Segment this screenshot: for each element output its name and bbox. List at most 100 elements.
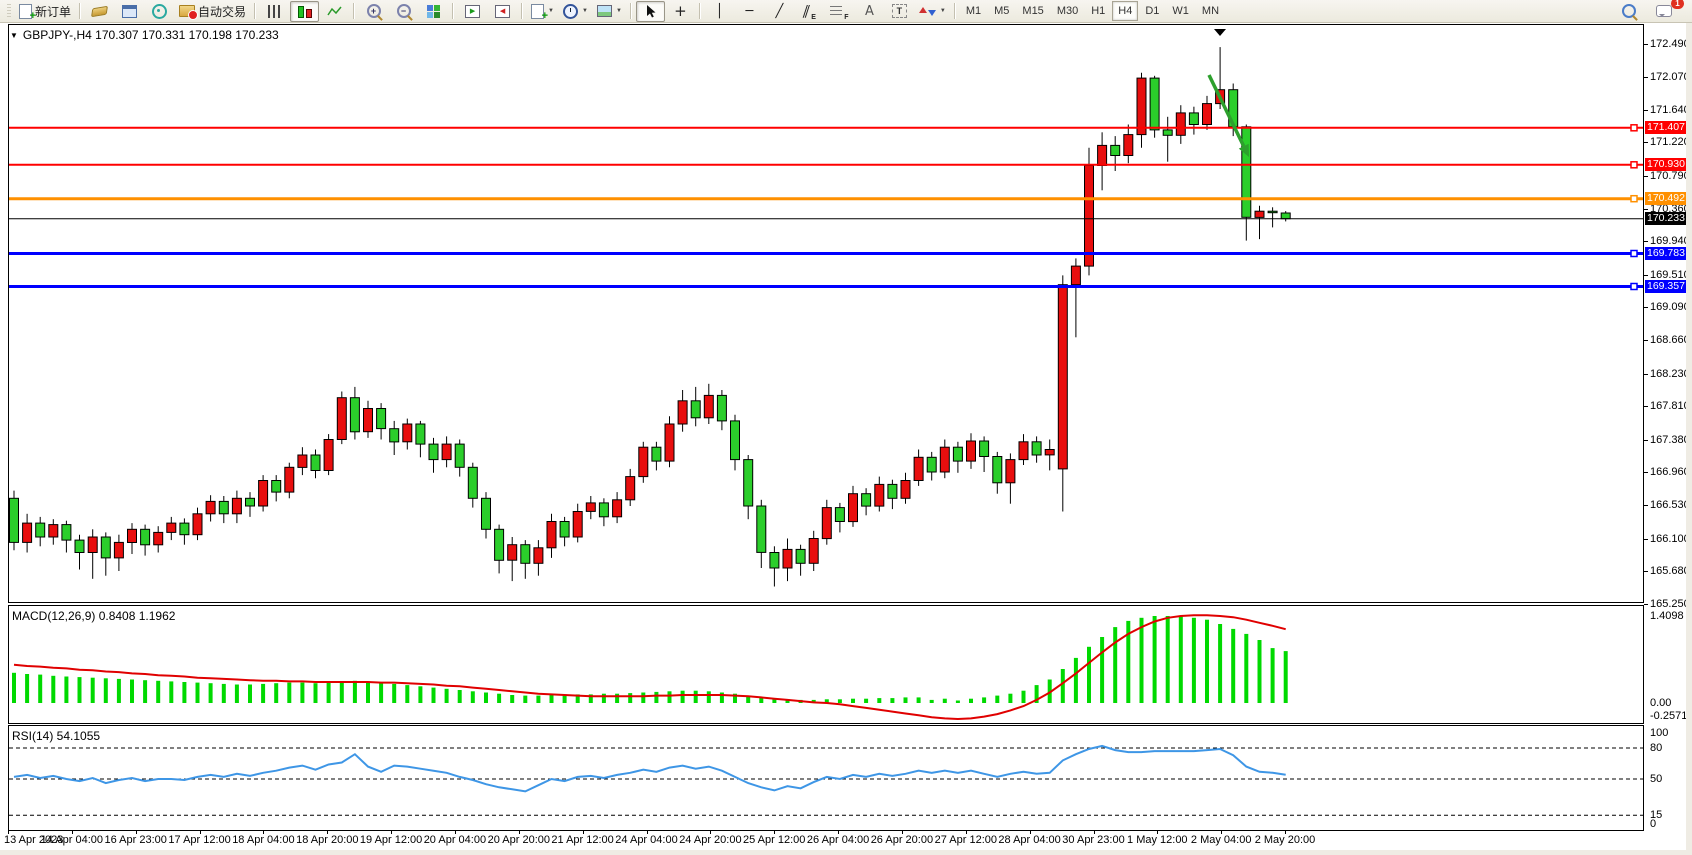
- line-chart-icon: [327, 6, 342, 16]
- candle-body: [952, 446, 963, 462]
- macd-bar: [392, 683, 397, 703]
- macd-bar: [156, 680, 161, 703]
- chat-button[interactable]: 1: [1649, 0, 1684, 22]
- macd-bar: [182, 682, 187, 703]
- rsi-scale-label: 100: [1650, 727, 1669, 739]
- cursor-tool-button[interactable]: [635, 0, 665, 22]
- horizontal-line-tool[interactable]: ─: [735, 1, 764, 22]
- candle-body: [1188, 112, 1199, 126]
- candle-body: [74, 539, 85, 553]
- auto-scroll-icon: ▶: [465, 4, 481, 18]
- signals-button[interactable]: [145, 1, 174, 22]
- candle-body: [1057, 284, 1068, 470]
- line-handle[interactable]: [1630, 249, 1638, 258]
- macd-bar: [1100, 637, 1105, 703]
- macd-bar: [1034, 685, 1039, 703]
- channel-tool[interactable]: ∥ E: [795, 1, 824, 22]
- macd-bar: [287, 682, 292, 703]
- one-click-toggle-icon[interactable]: ▼: [10, 30, 18, 40]
- macd-bar: [890, 698, 895, 703]
- candle-body: [376, 408, 387, 430]
- trendline-tool[interactable]: ╱: [765, 1, 794, 22]
- macd-canvas[interactable]: [9, 606, 1643, 723]
- indicators-icon: +: [531, 3, 548, 21]
- date-tick-label: 26 Apr 04:00: [806, 834, 870, 846]
- time-tick: [327, 830, 329, 834]
- candle-body: [1018, 441, 1029, 461]
- date-tick-label: 30 Apr 23:00: [1062, 834, 1125, 846]
- search-button[interactable]: [1614, 1, 1643, 22]
- candle-body: [874, 483, 885, 507]
- text-label-tool[interactable]: T: [885, 1, 914, 22]
- zoom-out-button[interactable]: −: [389, 1, 418, 22]
- text-label-icon: T: [891, 4, 907, 18]
- line-handle[interactable]: [1630, 124, 1638, 132]
- vertical-line-tool[interactable]: │: [705, 1, 734, 22]
- candle-body: [415, 423, 426, 445]
- chevron-down-icon: ▼: [939, 8, 946, 14]
- indicators-button[interactable]: + ▼: [527, 1, 558, 22]
- chart-shift-marker[interactable]: [1214, 29, 1226, 36]
- macd-bar: [1073, 657, 1078, 703]
- auto-scroll-button[interactable]: ▶: [458, 1, 487, 22]
- chevron-down-icon: ▼: [581, 8, 588, 14]
- crayon-icon: [91, 5, 108, 17]
- macd-bar: [103, 678, 108, 703]
- candle-body: [795, 548, 806, 564]
- editor-button[interactable]: [115, 1, 144, 22]
- candle-body: [756, 505, 767, 553]
- crosshair-tool-button[interactable]: +: [666, 1, 695, 22]
- line-handle[interactable]: [1630, 194, 1638, 203]
- price-tick: [1644, 307, 1648, 309]
- macd-bar: [588, 694, 593, 703]
- macd-bar: [25, 674, 30, 703]
- tab-timeframe-m5[interactable]: M5: [994, 5, 1010, 17]
- line-handle[interactable]: [1630, 161, 1638, 169]
- templates-button[interactable]: ▼: [593, 1, 626, 22]
- macd-bar: [549, 695, 554, 703]
- styles-button[interactable]: [85, 1, 114, 22]
- autotrading-button[interactable]: 自动交易: [175, 1, 250, 22]
- macd-bar: [536, 695, 541, 703]
- price-flag: 170.930: [1645, 157, 1689, 171]
- tab-timeframe-h4[interactable]: H4: [1112, 1, 1139, 21]
- new-order-label: 新订单: [35, 4, 72, 19]
- new-order-button[interactable]: + 新订单: [15, 1, 75, 22]
- macd-bar: [208, 683, 213, 703]
- text-tool[interactable]: A: [855, 1, 884, 22]
- candle-body: [612, 499, 623, 518]
- tab-timeframe-d1[interactable]: D1: [1145, 5, 1160, 17]
- date-tick-label: 14 Apr 04:00: [40, 834, 103, 846]
- arrows-tool[interactable]: ▼: [915, 1, 950, 22]
- macd-bar: [1165, 616, 1170, 703]
- macd-scale-label: 0.00: [1650, 697, 1672, 709]
- tab-timeframe-m30[interactable]: M30: [1056, 5, 1079, 17]
- chart-shift-button[interactable]: ◀: [488, 1, 517, 22]
- tab-timeframe-m15[interactable]: M15: [1022, 5, 1044, 17]
- tab-timeframe-mn[interactable]: MN: [1201, 5, 1220, 17]
- macd-bar: [1270, 648, 1275, 703]
- separator: [79, 3, 82, 19]
- tab-timeframe-m1[interactable]: M1: [965, 5, 982, 17]
- tile-windows-button[interactable]: [419, 1, 448, 22]
- candle-body: [507, 544, 518, 561]
- rsi-canvas[interactable]: [9, 726, 1643, 830]
- macd-bar: [484, 692, 488, 703]
- bar-chart-mode-button[interactable]: [260, 1, 289, 22]
- price-chart-canvas[interactable]: [9, 25, 1643, 602]
- date-tick-label: 26 Apr 20:00: [870, 834, 934, 846]
- date-tick-label: 28 Apr 04:00: [998, 834, 1061, 846]
- channel-sub-label: E: [811, 13, 816, 21]
- periods-button[interactable]: ▼: [559, 1, 592, 22]
- candle-body: [454, 443, 465, 468]
- candlestick-mode-button[interactable]: [290, 0, 320, 22]
- line-chart-mode-button[interactable]: [320, 1, 349, 22]
- line-handle[interactable]: [1630, 282, 1638, 291]
- tab-timeframe-w1[interactable]: W1: [1172, 5, 1189, 17]
- macd-bar: [955, 700, 960, 703]
- zoom-in-button[interactable]: +: [359, 1, 388, 22]
- arrow-annotation[interactable]: [1207, 74, 1246, 147]
- tab-timeframe-h1[interactable]: H1: [1091, 5, 1106, 17]
- channel-icon: ∥: [800, 3, 812, 19]
- fibonacci-tool[interactable]: F: [825, 1, 854, 22]
